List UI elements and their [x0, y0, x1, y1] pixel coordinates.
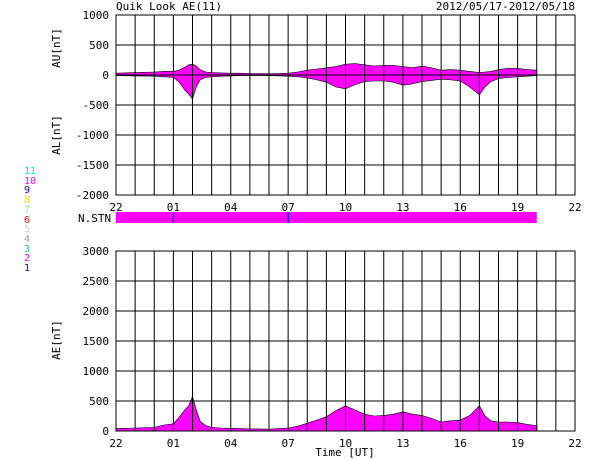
ae-x-tick-label: 19 — [511, 437, 524, 450]
ae-y-tick-label: 1500 — [83, 335, 110, 348]
ae-y-tick-label: 500 — [89, 395, 109, 408]
ae-y-tick-label: 0 — [102, 425, 109, 438]
ae-y-tick-label: 3000 — [83, 245, 110, 258]
al-axis-label: AL[nT] — [50, 115, 63, 155]
ae-x-tick-label: 22 — [568, 437, 581, 450]
ae-x-tick-labels: 22 01 04 07 10 13 16 19 22 — [109, 437, 581, 450]
station-legend-item: 1 — [24, 263, 31, 274]
date-range: 2012/05/17-2012/05/18 — [436, 0, 575, 13]
au-al-x-tick-label: 13 — [396, 201, 409, 214]
station-legend-item: 5 — [24, 224, 31, 236]
time-axis-label: Time [UT] — [315, 446, 375, 459]
au-al-x-tick-label: 01 — [167, 201, 180, 214]
au-al-x-tick-label: 04 — [224, 201, 238, 214]
au-al-y-tick-label: -1000 — [76, 129, 109, 142]
station-legend-item: 6 — [24, 214, 31, 226]
station-legend-item: 3 — [24, 243, 31, 255]
ae-x-tick-label: 04 — [224, 437, 238, 450]
ae-x-tick-label: 10 — [339, 437, 352, 450]
au-al-x-tick-label: 10 — [339, 201, 352, 214]
ae-axis-label: AE[nT] — [50, 320, 63, 360]
ae-x-tick-label: 13 — [396, 437, 409, 450]
au-axis-label: AU[nT] — [50, 28, 63, 68]
n-stn-label: N.STN — [78, 212, 111, 225]
ae-y-tick-label: 1000 — [83, 365, 110, 378]
station-legend-item: 4 — [24, 233, 31, 245]
au-al-y-tick-label: 1000 — [83, 9, 110, 22]
au-al-y-tick-label: 500 — [89, 39, 109, 52]
au-al-panel: 1000 500 0 -500 -1000 -1500 -2000 22 01 04 07 10 13… — [50, 9, 582, 214]
au-al-grid — [115, 14, 576, 196]
ae-panel: 3000 2500 2000 1500 1000 500 0 22 01 04 07 10 13 16 1… — [50, 245, 582, 459]
station-legend-item: 10 — [24, 175, 37, 187]
ae-x-tick-label: 16 — [454, 437, 467, 450]
station-legend-item: 11 — [24, 166, 37, 177]
ae-y-tick-label: 2000 — [83, 305, 110, 318]
au-al-x-tick-label: 16 — [454, 201, 467, 214]
au-al-y-tick-label: -500 — [83, 99, 110, 112]
au-al-y-tick-label: -1500 — [76, 159, 109, 172]
ae-y-tick-label: 2500 — [83, 275, 110, 288]
chart-title: Quik Look AE(11) — [116, 0, 222, 13]
ae-x-tick-label: 01 — [167, 437, 180, 450]
ae-grid — [115, 250, 576, 432]
ae-x-tick-label: 07 — [282, 437, 295, 450]
au-al-x-tick-labels: 22 01 04 07 10 13 16 19 22 — [109, 201, 581, 214]
station-legend-item: 7 — [24, 204, 31, 216]
station-legend-item: 8 — [24, 195, 31, 207]
au-al-x-tick-label: 22 — [568, 201, 581, 214]
ae-y-tick-labels: 3000 2500 2000 1500 1000 500 0 — [83, 245, 110, 438]
station-legend-item: 9 — [24, 185, 31, 197]
au-al-y-tick-label: 0 — [102, 69, 109, 82]
station-count-bar: N.STN — [78, 212, 537, 225]
n-stn-fill — [116, 212, 537, 223]
au-al-y-tick-labels: 1000 500 0 -500 -1000 -1500 -2000 — [76, 9, 109, 202]
au-al-x-tick-label: 07 — [282, 201, 295, 214]
ae-x-tick-label: 22 — [109, 437, 122, 450]
station-legend-item: 2 — [24, 253, 31, 265]
au-al-y-tick-label: -2000 — [76, 189, 109, 202]
au-al-x-tick-label: 19 — [511, 201, 524, 214]
au-al-x-tick-label: 22 — [109, 201, 122, 214]
